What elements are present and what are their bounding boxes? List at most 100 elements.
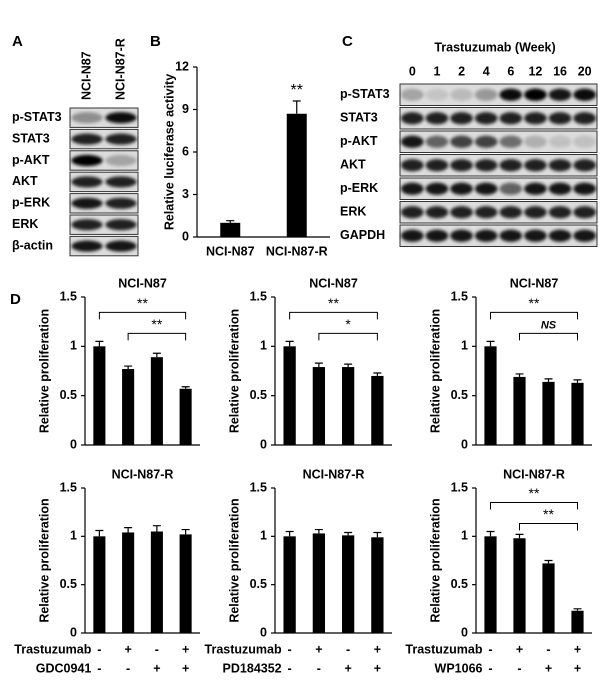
y-tick-label: 1.5 (60, 480, 77, 494)
band (450, 112, 473, 125)
bar (286, 113, 307, 237)
y-axis-label: Relative proliferation (428, 498, 442, 622)
y-tick-label: 0 (260, 625, 267, 639)
y-tick-label: 0.5 (60, 388, 77, 402)
treatment-sign: + (545, 661, 552, 675)
treatment-sign: - (317, 661, 321, 675)
y-tick-label: 0 (461, 437, 468, 451)
band (499, 88, 523, 101)
blot-row (399, 224, 598, 247)
bar (122, 369, 135, 445)
blot-strip (399, 177, 598, 200)
blot-strip (399, 154, 598, 177)
blot-row (399, 130, 598, 153)
row-label: GAPDH (340, 228, 385, 242)
bar (341, 535, 355, 633)
y-tick-label: 12 (175, 59, 189, 73)
treatment-sign: - (155, 642, 159, 656)
blot-row (399, 83, 598, 106)
band (105, 197, 137, 209)
band (400, 112, 424, 125)
blot-row (69, 107, 139, 128)
band (548, 182, 572, 195)
band (105, 133, 137, 145)
band (548, 135, 572, 148)
treatment-name: GDC0941 (36, 661, 92, 675)
band (71, 154, 103, 167)
y-tick-label: 1 (461, 529, 468, 543)
blot-row (69, 193, 139, 214)
band (425, 182, 449, 195)
treatment-name: Trastuzumab (14, 642, 91, 656)
blot-title: Trastuzumab (Week) (434, 40, 555, 54)
error-bar (292, 100, 301, 114)
blot-row (69, 150, 139, 171)
bracket-label: ** (137, 295, 148, 311)
significance: ** (291, 82, 303, 99)
y-tick-label: 0 (260, 437, 267, 451)
band (573, 229, 597, 242)
band (71, 176, 103, 188)
error-bar (344, 531, 353, 536)
y-axis-label: Relative proliferation (37, 498, 51, 622)
error-bar (573, 608, 582, 611)
bracket-label: ** (328, 295, 339, 311)
treatment-sign: - (288, 661, 292, 675)
bar (484, 536, 497, 633)
blot-row (399, 201, 598, 224)
blot-row (69, 171, 139, 193)
y-tick-label: 1.5 (451, 480, 468, 494)
treatment-sign: + (574, 661, 581, 675)
bar (312, 533, 326, 633)
band (499, 182, 523, 195)
band (105, 219, 137, 231)
band (400, 229, 424, 242)
band (499, 206, 523, 219)
band (105, 176, 137, 188)
treatment-name: Trastuzumab (205, 642, 282, 656)
band (71, 112, 103, 124)
y-tick-label: 0 (461, 625, 468, 639)
row-label: p-ERK (340, 181, 378, 195)
error-bar (285, 530, 294, 537)
bar (371, 537, 384, 633)
bar (283, 536, 296, 633)
chart-title: NCI-N87 (510, 276, 559, 290)
blot-row (399, 154, 598, 177)
treatment-sign: + (374, 661, 381, 675)
row-label: p-STAT3 (340, 87, 390, 101)
error-bar (515, 533, 524, 539)
band (450, 229, 473, 242)
band (573, 135, 597, 148)
y-tick-label: 1 (461, 339, 468, 353)
x-tick-label: NCI-N87 (206, 244, 255, 258)
bar (571, 610, 584, 633)
error-bar (181, 386, 190, 389)
band (105, 154, 137, 167)
y-tick-label: 0 (70, 437, 77, 451)
error-bar (181, 528, 190, 535)
row-label: ERK (340, 205, 366, 219)
bar (513, 376, 526, 445)
blot-row (69, 214, 139, 235)
error-bar (152, 525, 161, 532)
y-tick-label: 0.5 (60, 577, 77, 591)
band (474, 112, 498, 125)
row-label: STAT3 (12, 131, 50, 145)
treatment-sign: + (516, 642, 523, 656)
band (548, 112, 572, 125)
error-bar (486, 340, 495, 347)
row-label: AKT (340, 158, 366, 172)
blot-strip (399, 224, 598, 247)
error-bar (124, 365, 133, 370)
lane-label: 6 (507, 64, 514, 78)
treatment-sign: - (517, 661, 521, 675)
row-label: AKT (12, 174, 38, 188)
treatment-sign: - (126, 661, 130, 675)
band (474, 229, 498, 242)
bar (341, 367, 355, 445)
treatment-sign: - (288, 642, 292, 656)
treatment-sign: + (153, 661, 160, 675)
band (499, 159, 523, 172)
